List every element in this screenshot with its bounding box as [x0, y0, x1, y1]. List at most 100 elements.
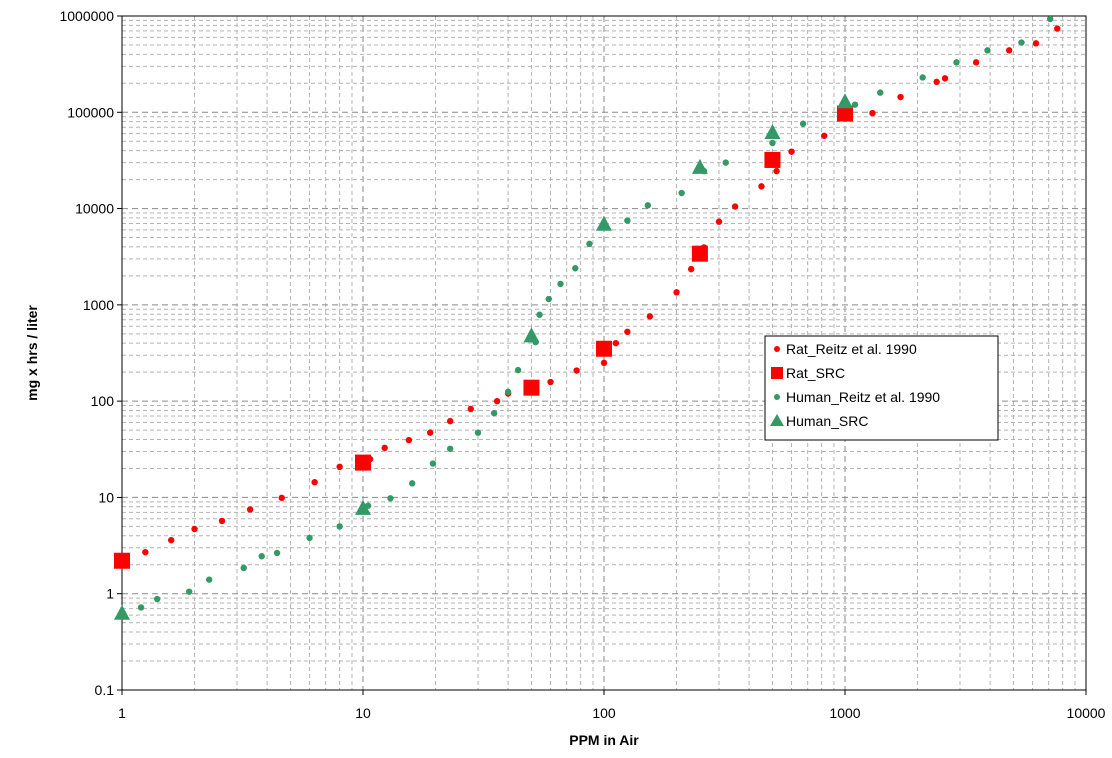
data-point-triangle — [114, 604, 130, 620]
data-points — [114, 15, 1061, 620]
data-point-circle — [799, 120, 807, 127]
x-axis-label: PPM in Air — [569, 732, 639, 748]
data-point-circle — [278, 494, 285, 502]
series-3 — [114, 93, 853, 620]
data-point-circle — [586, 240, 593, 248]
data-point-circle — [429, 460, 437, 467]
data-point-circle — [154, 595, 161, 603]
data-point-circle — [877, 89, 884, 96]
data-point-square — [764, 151, 781, 168]
data-point-circle — [600, 359, 608, 367]
legend-entry-rat-reitz: Rat_Reitz et al. 1990 — [774, 341, 917, 357]
data-point-circle — [381, 444, 388, 452]
y-axis-label: mg x hrs / liter — [24, 305, 40, 401]
x-axis-ticks: 1 10 100 1000 10000 — [118, 690, 1106, 721]
data-point-circle — [1018, 39, 1025, 46]
data-point-circle — [933, 78, 940, 86]
data-point-circle — [408, 480, 416, 487]
data-point-circle — [514, 366, 522, 374]
data-point-circle — [545, 295, 552, 303]
data-point-circle — [646, 313, 654, 320]
data-point-triangle — [523, 327, 540, 343]
data-point-triangle — [837, 93, 853, 109]
data-point-circle — [1046, 15, 1054, 23]
data-point-circle — [758, 183, 765, 190]
data-point-circle — [240, 564, 247, 572]
data-point-circle — [984, 47, 991, 54]
data-point-circle — [788, 148, 795, 155]
series-2 — [137, 15, 1054, 611]
data-point-circle — [336, 463, 343, 471]
x-tick-label: 1000 — [829, 705, 860, 721]
y-tick-label: 0.1 — [95, 682, 115, 698]
x-tick-label: 1 — [118, 705, 126, 721]
legend: Rat_Reitz et al. 1990 Rat_SRC Human_Reit… — [764, 335, 999, 441]
data-point-circle — [572, 265, 579, 272]
y-tick-label: 10000 — [75, 201, 114, 217]
data-point-circle — [185, 588, 193, 595]
data-point-circle — [1005, 47, 1013, 54]
data-point-circle — [167, 536, 175, 544]
x-tick-label: 10000 — [1067, 705, 1106, 721]
data-point-circle — [715, 218, 723, 225]
data-point-square — [691, 245, 708, 262]
data-point-circle — [405, 436, 413, 444]
data-point-circle — [547, 378, 554, 386]
data-point-circle — [490, 409, 498, 417]
data-point-circle — [687, 265, 695, 273]
y-tick-label: 1 — [106, 586, 114, 602]
series-1 — [114, 105, 853, 569]
data-point-circle — [426, 429, 434, 436]
legend-marker-human-src — [770, 414, 784, 426]
data-point-circle — [218, 517, 226, 525]
legend-marker-rat-reitz — [774, 346, 780, 352]
data-point-triangle — [596, 215, 612, 231]
data-point-circle — [773, 167, 780, 175]
data-point-circle — [1054, 25, 1061, 32]
data-point-circle — [573, 367, 580, 374]
data-point-circle — [273, 549, 281, 557]
data-point-circle — [191, 525, 198, 533]
y-tick-label: 1000000 — [59, 8, 114, 24]
series-0 — [142, 25, 1061, 556]
y-axis-ticks: 0.1 1 10 100 1000 10000 100000 1000000 — [59, 8, 122, 698]
data-point-circle — [246, 506, 254, 513]
data-point-circle — [644, 202, 652, 209]
legend-box — [764, 335, 999, 441]
y-tick-label: 100000 — [67, 104, 114, 120]
legend-entry-rat-src: Rat_SRC — [771, 365, 845, 381]
data-point-circle — [493, 397, 501, 405]
data-point-circle — [142, 548, 149, 556]
legend-label-human-reitz: Human_Reitz et al. 1990 — [786, 389, 940, 405]
data-point-circle — [446, 445, 454, 452]
data-point-circle — [897, 93, 904, 101]
x-tick-label: 100 — [592, 705, 616, 721]
data-point-circle — [673, 289, 680, 296]
y-tick-label: 1000 — [83, 297, 114, 313]
data-point-triangle — [764, 123, 781, 139]
data-point-square — [596, 340, 612, 357]
legend-entry-human-reitz: Human_Reitz et al. 1990 — [774, 389, 940, 405]
data-point-circle — [474, 429, 482, 436]
data-point-circle — [678, 189, 685, 197]
data-point-circle — [258, 553, 265, 560]
data-point-circle — [536, 311, 543, 318]
data-point-circle — [446, 417, 454, 425]
data-point-circle — [919, 74, 926, 81]
data-point-circle — [467, 405, 474, 413]
data-point-triangle — [355, 499, 371, 515]
data-point-circle — [336, 523, 343, 530]
data-point-circle — [769, 139, 776, 147]
data-point-circle — [137, 604, 145, 611]
legend-label-human-src: Human_SRC — [786, 413, 868, 429]
data-point-circle — [557, 280, 564, 288]
data-point-circle — [731, 203, 739, 210]
data-point-circle — [821, 132, 828, 139]
data-point-square — [837, 105, 853, 122]
legend-label-rat-reitz: Rat_Reitz et al. 1990 — [786, 341, 917, 357]
data-point-circle — [387, 495, 394, 502]
data-point-circle — [624, 217, 631, 224]
data-point-circle — [612, 339, 620, 347]
data-point-circle — [624, 328, 631, 336]
